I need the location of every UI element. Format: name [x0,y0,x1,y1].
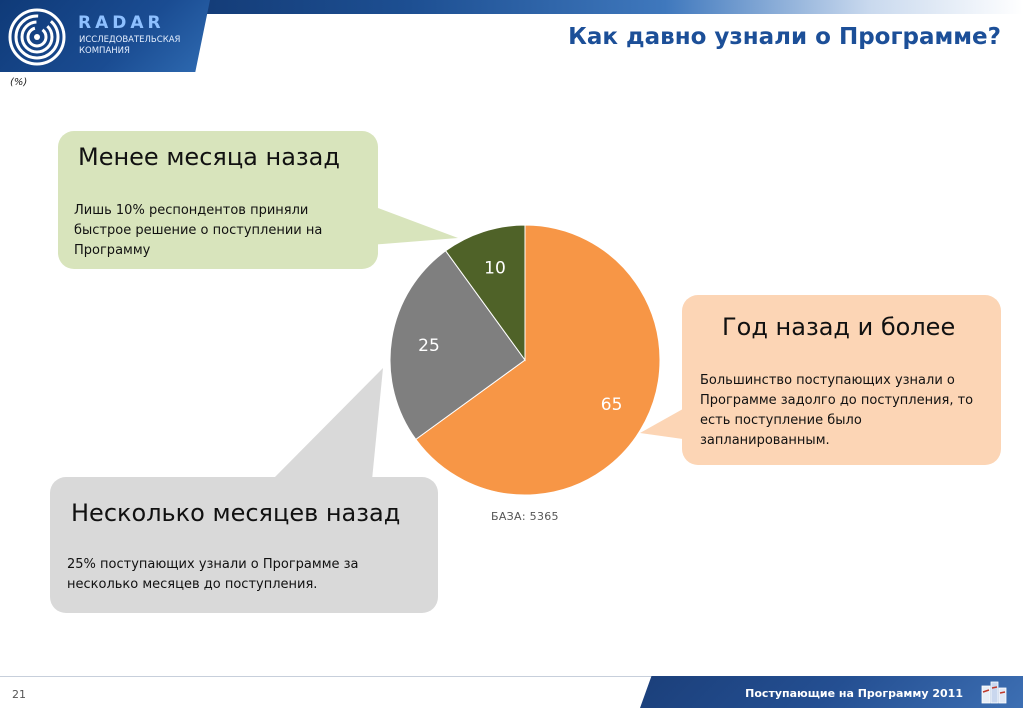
callout-text: Большинство поступающих узнали о Програм… [700,373,974,448]
footer-text: Поступающие на Программу 2011 [745,687,963,700]
callout-several-months: Несколько месяцев назад 25% поступающих … [50,477,438,613]
callout-text: Лишь 10% респондентов приняли быстрое ре… [74,203,323,258]
pie-slice-25 [389,250,526,441]
callout-less-than-month: Менее месяца назад Лишь 10% респондентов… [58,131,378,269]
callout-tail-gray [272,368,383,480]
pie-slice-10 [444,224,526,362]
pie-label-10: 10 [484,259,506,279]
unit-label: (%) [10,77,28,88]
callout-title: Несколько месяцев назад [71,499,401,527]
pie-label-25: 25 [418,336,440,356]
callout-title: Менее месяца назад [78,143,340,171]
callout-year-or-more: Год назад и более Большинство поступающи… [682,295,1001,465]
base-label: БАЗА: 5365 [491,510,559,523]
pie-label-65: 65 [601,395,623,415]
logo-wordmark: RADAR [78,13,165,33]
radar-logo-icon [8,8,66,66]
callout-tail-peach [640,405,690,440]
page-title: Как давно узнали о Программе? [568,24,1001,50]
callout-tail-green [370,205,458,245]
footer-band [640,676,1023,708]
callout-title: Год назад и более [722,313,956,341]
pie-chart: 65 25 10 [389,224,661,496]
footer-line [0,676,1023,677]
callout-text: 25% поступающих узнали о Программе за не… [67,557,359,592]
books-icon [981,681,1007,704]
header-band [0,0,1023,14]
pie-slice-65 [415,224,661,496]
logo-subtitle: ИССЛЕДОВАТЕЛЬСКАЯ КОМПАНИЯ [79,35,181,56]
page-number: 21 [12,688,26,701]
